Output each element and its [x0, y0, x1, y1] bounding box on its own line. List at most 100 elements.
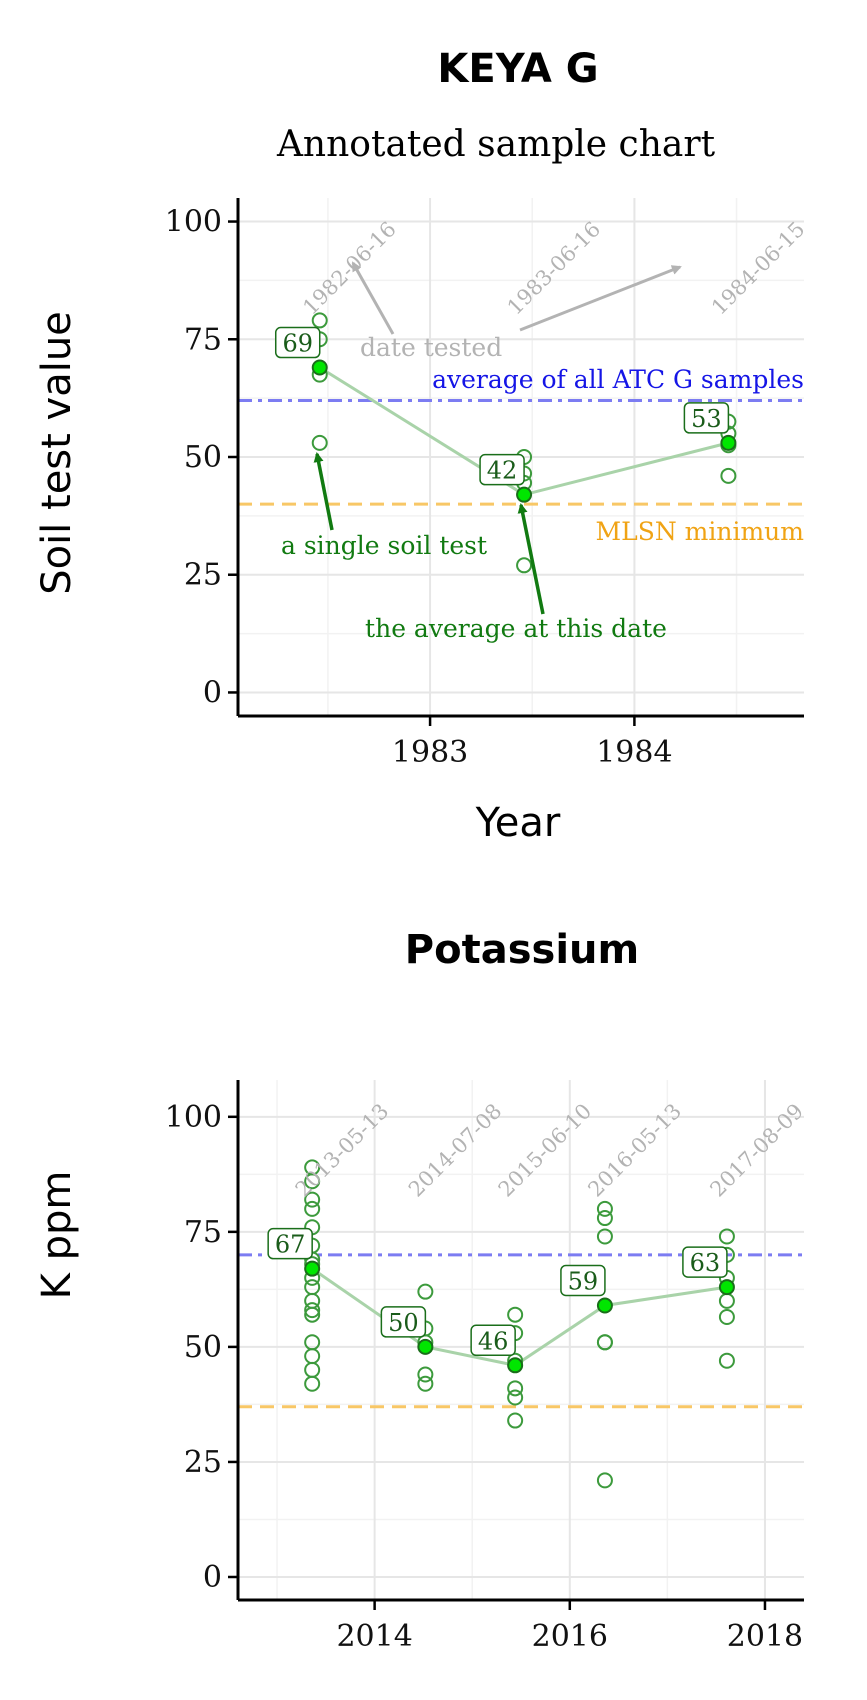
p2-sample-point: [304, 1348, 321, 1365]
p2-x-tick-label: 2016: [532, 1619, 608, 1654]
p2-mean-label-box: [682, 1246, 728, 1278]
p1-sample-point: [516, 557, 533, 574]
p2-sample-point: [417, 1375, 434, 1392]
p1-sample-point: [311, 312, 328, 329]
p2-date-label: 2013-05-13: [291, 1099, 394, 1202]
p2-sample-point: [718, 1292, 735, 1309]
p2-sample-point: [507, 1389, 524, 1406]
p2-y-tick-label: 0: [203, 1560, 222, 1595]
page-title: KEYA G: [437, 46, 598, 92]
p1-x-tick-label: 1983: [392, 735, 468, 770]
p1-mean-label-box: [479, 453, 525, 486]
p2-sample-point: [507, 1412, 524, 1429]
panel-bottom-y-axis-title: K ppm: [34, 1171, 80, 1300]
p2-y-tick-label: 50: [184, 1330, 222, 1365]
p2-mean-label-box: [380, 1306, 427, 1338]
p2-sample-point: [507, 1380, 524, 1397]
p2-sample-point: [596, 1334, 613, 1351]
p2-sample-point: [596, 1472, 613, 1489]
p2-mean-label-box: [267, 1227, 313, 1260]
p2-x-tick-label: 2018: [727, 1619, 803, 1654]
panel-top-x-axis-title: Year: [475, 800, 561, 846]
p2-date-label: 2015-06-10: [494, 1099, 597, 1202]
p1-mean-label-box: [683, 402, 730, 434]
p2-mean-label-box: [470, 1324, 516, 1357]
panel-top-reference-lines: [238, 398, 804, 506]
p2-mean-point: [507, 1357, 524, 1374]
p2-sample-point: [507, 1306, 524, 1323]
panel-top: 69 1982-06-16 42 1983-06-16 53 1984-06-15 0 25…: [34, 198, 810, 846]
p2-y-tick-label: 75: [184, 1215, 222, 1250]
panel-top-grid: [238, 198, 804, 716]
p2-sample-point: [304, 1279, 321, 1296]
p1-y-tick-label: 50: [184, 440, 222, 475]
p2-y-tick-label: 100: [165, 1100, 222, 1135]
p1-y-tick-label: 0: [203, 675, 222, 710]
p1-mean-label: 42: [487, 457, 518, 485]
p1-sample-point: [311, 434, 328, 451]
p2-mean-point: [304, 1260, 321, 1277]
panel-bottom-labels: 67 2013-05-13 50 2014-07-08 46 2015-06-10 59 20…: [267, 1099, 808, 1357]
panel-bottom-title: Potassium: [405, 927, 639, 973]
p2-x-tick-label: 2014: [336, 1619, 412, 1654]
panel-top-axes: 0 25 50 75 100 1983 1984: [165, 198, 804, 770]
p1-date-label: 1984-06-15: [707, 217, 810, 320]
annotation-single-test: a single soil test: [281, 531, 487, 560]
annotation-average-at-date: the average at this date: [365, 614, 667, 643]
panel-bottom-axes: 0 25 50 75 100 2014 2016 2018: [165, 1080, 804, 1654]
p2-date-label: 2017-08-09: [705, 1099, 808, 1202]
p2-sample-point: [718, 1228, 735, 1245]
p1-x-tick-label: 1984: [596, 735, 672, 770]
panel-bottom-points: [304, 1159, 735, 1489]
p2-y-tick-label: 25: [184, 1445, 222, 1480]
date-tested-arrow-left: [351, 261, 395, 335]
p2-mean-label: 50: [388, 1309, 419, 1337]
p1-mean-point: [311, 359, 328, 376]
p1-mean-label: 53: [691, 405, 722, 433]
p2-sample-point: [304, 1200, 321, 1217]
p1-sample-point: [720, 467, 737, 484]
p1-y-tick-label: 100: [165, 205, 222, 240]
p2-sample-point: [304, 1375, 321, 1392]
panel-top-y-axis-title: Soil test value: [34, 311, 80, 595]
p2-date-label: 2016-05-13: [583, 1099, 686, 1202]
p1-y-tick-label: 75: [184, 322, 222, 357]
p2-sample-point: [596, 1200, 613, 1217]
p2-sample-point: [417, 1366, 434, 1383]
single-test-arrow: [313, 452, 334, 531]
p2-sample-point: [417, 1283, 434, 1300]
p1-mean-label: 69: [282, 330, 313, 358]
p2-sample-point: [596, 1228, 613, 1245]
annotation-date-tested: date tested: [360, 333, 502, 362]
p2-sample-point: [718, 1308, 735, 1325]
p2-date-label: 2014-07-08: [404, 1099, 507, 1202]
p1-mean-point: [720, 434, 737, 451]
average-at-date-arrow: [517, 503, 545, 615]
p2-mean-point: [718, 1279, 735, 1296]
p2-sample-point: [304, 1302, 321, 1319]
panel-bottom: Potassium 67 2013-05-13 50 2014-07-08 46 2015…: [34, 927, 808, 1654]
p2-mean-label: 46: [478, 1327, 509, 1355]
p2-sample-point: [304, 1173, 321, 1190]
p2-mean-label: 59: [568, 1267, 599, 1295]
p2-sample-point: [718, 1352, 735, 1369]
p1-mean-label-box: [274, 326, 321, 359]
p1-mean-point: [516, 486, 533, 503]
p2-mean-label-box: [560, 1264, 606, 1297]
panel-bottom-grid: [238, 1080, 804, 1600]
p2-mean-point: [417, 1338, 434, 1355]
p2-sample-point: [596, 1210, 613, 1227]
date-tested-arrow-right: [519, 265, 682, 332]
p1-y-tick-label: 25: [184, 558, 222, 593]
p2-mean-point: [596, 1297, 613, 1314]
p1-date-label: 1983-06-16: [503, 217, 606, 320]
annotation-average-all: average of all ATC G samples: [432, 365, 804, 394]
panel-top-points: [311, 312, 737, 574]
page-subtitle: Annotated sample chart: [276, 124, 716, 165]
p1-date-label: 1982-06-16: [298, 217, 401, 320]
p2-sample-point: [304, 1361, 321, 1378]
p2-sample-point: [304, 1306, 321, 1323]
annotation-mlsn-minimum: MLSN minimum: [596, 517, 805, 546]
p2-sample-point: [304, 1191, 321, 1208]
